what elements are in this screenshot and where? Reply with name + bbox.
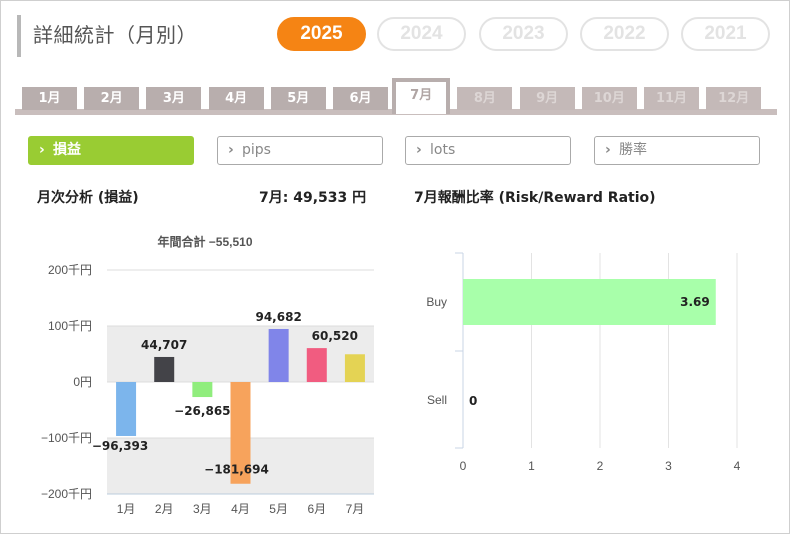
chevron-right-icon: ›	[228, 142, 234, 158]
metric-button-profit[interactable]: › 損益	[28, 136, 194, 165]
x-tick-label: 3月	[193, 502, 212, 516]
bar-2	[154, 356, 175, 382]
monthly-chart-title: 年間合計 −55,510	[157, 234, 252, 249]
month-tab-11[interactable]: 11月	[644, 87, 699, 110]
x-tick-label: 4	[734, 459, 741, 473]
x-tick-label: 1	[528, 459, 535, 473]
year-tab-2022[interactable]: 2022	[580, 17, 669, 51]
y-tick-label: −200千円	[41, 487, 92, 501]
x-tick-label: 0	[460, 459, 467, 473]
month-tab-9[interactable]: 9月	[519, 87, 575, 110]
bar-7	[344, 354, 365, 382]
y-tick-label: 200千円	[48, 263, 92, 277]
y-tick-label: −100千円	[41, 431, 92, 445]
data-label: 3.69	[680, 295, 710, 309]
month-tab-4[interactable]: 4月	[208, 87, 264, 110]
year-tab-2021[interactable]: 2021	[681, 17, 770, 51]
x-tick-label: 7月	[346, 502, 365, 516]
data-label: −96,393	[92, 439, 148, 453]
month-tab-1[interactable]: 1月	[22, 87, 77, 110]
bar-5	[268, 328, 289, 382]
metric-button-label: lots	[430, 142, 456, 158]
metric-button-lots[interactable]: › lots	[405, 136, 571, 165]
title-bar: 詳細統計（月別）	[17, 15, 197, 57]
rr-heading: 7月報酬比率 (Risk/Reward Ratio)	[414, 190, 656, 206]
x-tick-label: 3	[665, 459, 672, 473]
month-value-label: 7月: 49,533 円	[259, 190, 367, 206]
x-tick-label: 4月	[231, 502, 250, 516]
month-tab-12[interactable]: 12月	[706, 87, 762, 110]
metric-button-pips[interactable]: › pips	[217, 136, 383, 165]
data-label: 44,707	[141, 338, 187, 352]
year-tab-2025[interactable]: 2025	[277, 17, 366, 51]
bar-1	[116, 382, 137, 436]
category-label: Buy	[426, 295, 447, 309]
year-tab-2023[interactable]: 2023	[479, 17, 568, 51]
x-tick-label: 2月	[155, 502, 174, 516]
x-tick-label: 6月	[307, 502, 326, 516]
metric-button-label: 勝率	[619, 142, 647, 158]
bar-4	[230, 382, 251, 484]
data-label: −26,865	[174, 404, 230, 418]
bar-6	[306, 348, 327, 382]
monthly-heading: 月次分析 (損益)	[37, 190, 139, 206]
month-tab-8[interactable]: 8月	[457, 87, 513, 110]
month-tab-3[interactable]: 3月	[146, 87, 202, 110]
data-label: −181,694	[204, 463, 269, 477]
x-tick-label: 5月	[269, 502, 288, 516]
chevron-right-icon: ›	[416, 142, 422, 158]
metric-button-label: 損益	[53, 142, 81, 158]
month-tab-5[interactable]: 5月	[270, 87, 326, 110]
data-label: 94,682	[255, 310, 301, 324]
month-tab-7[interactable]: 7月	[392, 78, 451, 114]
month-tab-6[interactable]: 6月	[333, 87, 388, 110]
x-tick-label: 2	[597, 459, 604, 473]
bar-3	[192, 382, 213, 398]
plot-band	[107, 326, 374, 382]
chevron-right-icon: ›	[605, 142, 611, 158]
rr-bar-buy	[463, 279, 716, 325]
month-tab-10[interactable]: 10月	[581, 87, 637, 110]
metric-button-winrate[interactable]: › 勝率	[594, 136, 760, 165]
data-label: 60,520	[312, 329, 358, 343]
y-tick-label: 0円	[73, 375, 92, 389]
category-label: Sell	[427, 393, 447, 407]
y-tick-label: 100千円	[48, 319, 92, 333]
x-tick-label: 1月	[117, 502, 136, 516]
year-tab-2024[interactable]: 2024	[377, 17, 466, 51]
chevron-right-icon: ›	[39, 142, 45, 158]
month-tab-2[interactable]: 2月	[84, 87, 140, 110]
page-title: 詳細統計（月別）	[33, 23, 197, 47]
data-label: 0	[469, 394, 477, 408]
metric-button-label: pips	[242, 142, 271, 158]
